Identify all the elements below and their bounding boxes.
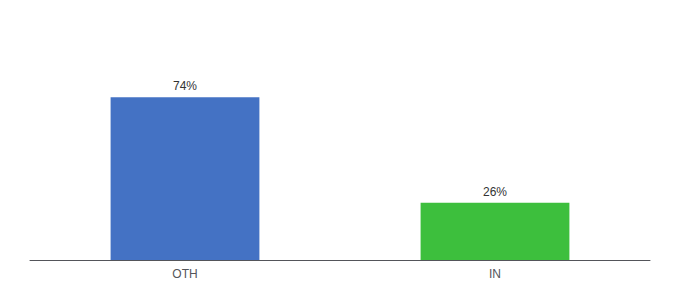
svg-text:26%: 26% bbox=[483, 185, 507, 199]
svg-text:OTH: OTH bbox=[172, 267, 197, 281]
svg-text:IN: IN bbox=[489, 267, 501, 281]
svg-text:74%: 74% bbox=[173, 79, 197, 93]
